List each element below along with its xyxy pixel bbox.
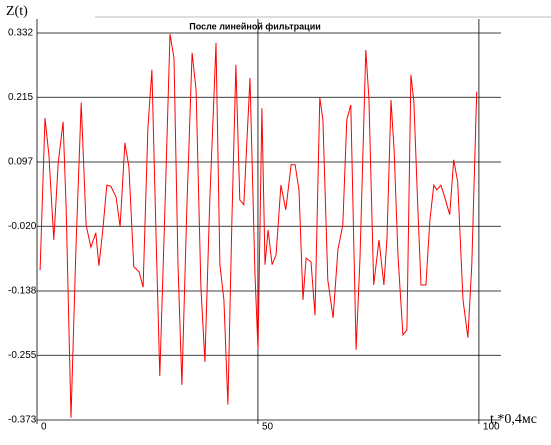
y-tick-label: 0.097 [8, 157, 33, 168]
y-axis-label: Z(t) [6, 4, 28, 19]
y-tick-label: 0.332 [8, 28, 33, 39]
y-tick-label: -0.020 [8, 221, 37, 232]
y-tick-label: -0.138 [8, 286, 37, 297]
y-tick-label: -0.255 [8, 350, 37, 361]
chart-title: После линейной фильтрации [189, 21, 321, 31]
y-tick-label: 0.215 [8, 92, 33, 103]
x-axis-label: t,*0,4мс [490, 412, 537, 427]
y-tick-label: -0.373 [8, 415, 37, 426]
x-tick-label: 50 [262, 422, 274, 433]
x-tick-label: 100 [483, 422, 500, 433]
data-line [39, 34, 478, 418]
x-tick-label: 0 [41, 422, 47, 433]
